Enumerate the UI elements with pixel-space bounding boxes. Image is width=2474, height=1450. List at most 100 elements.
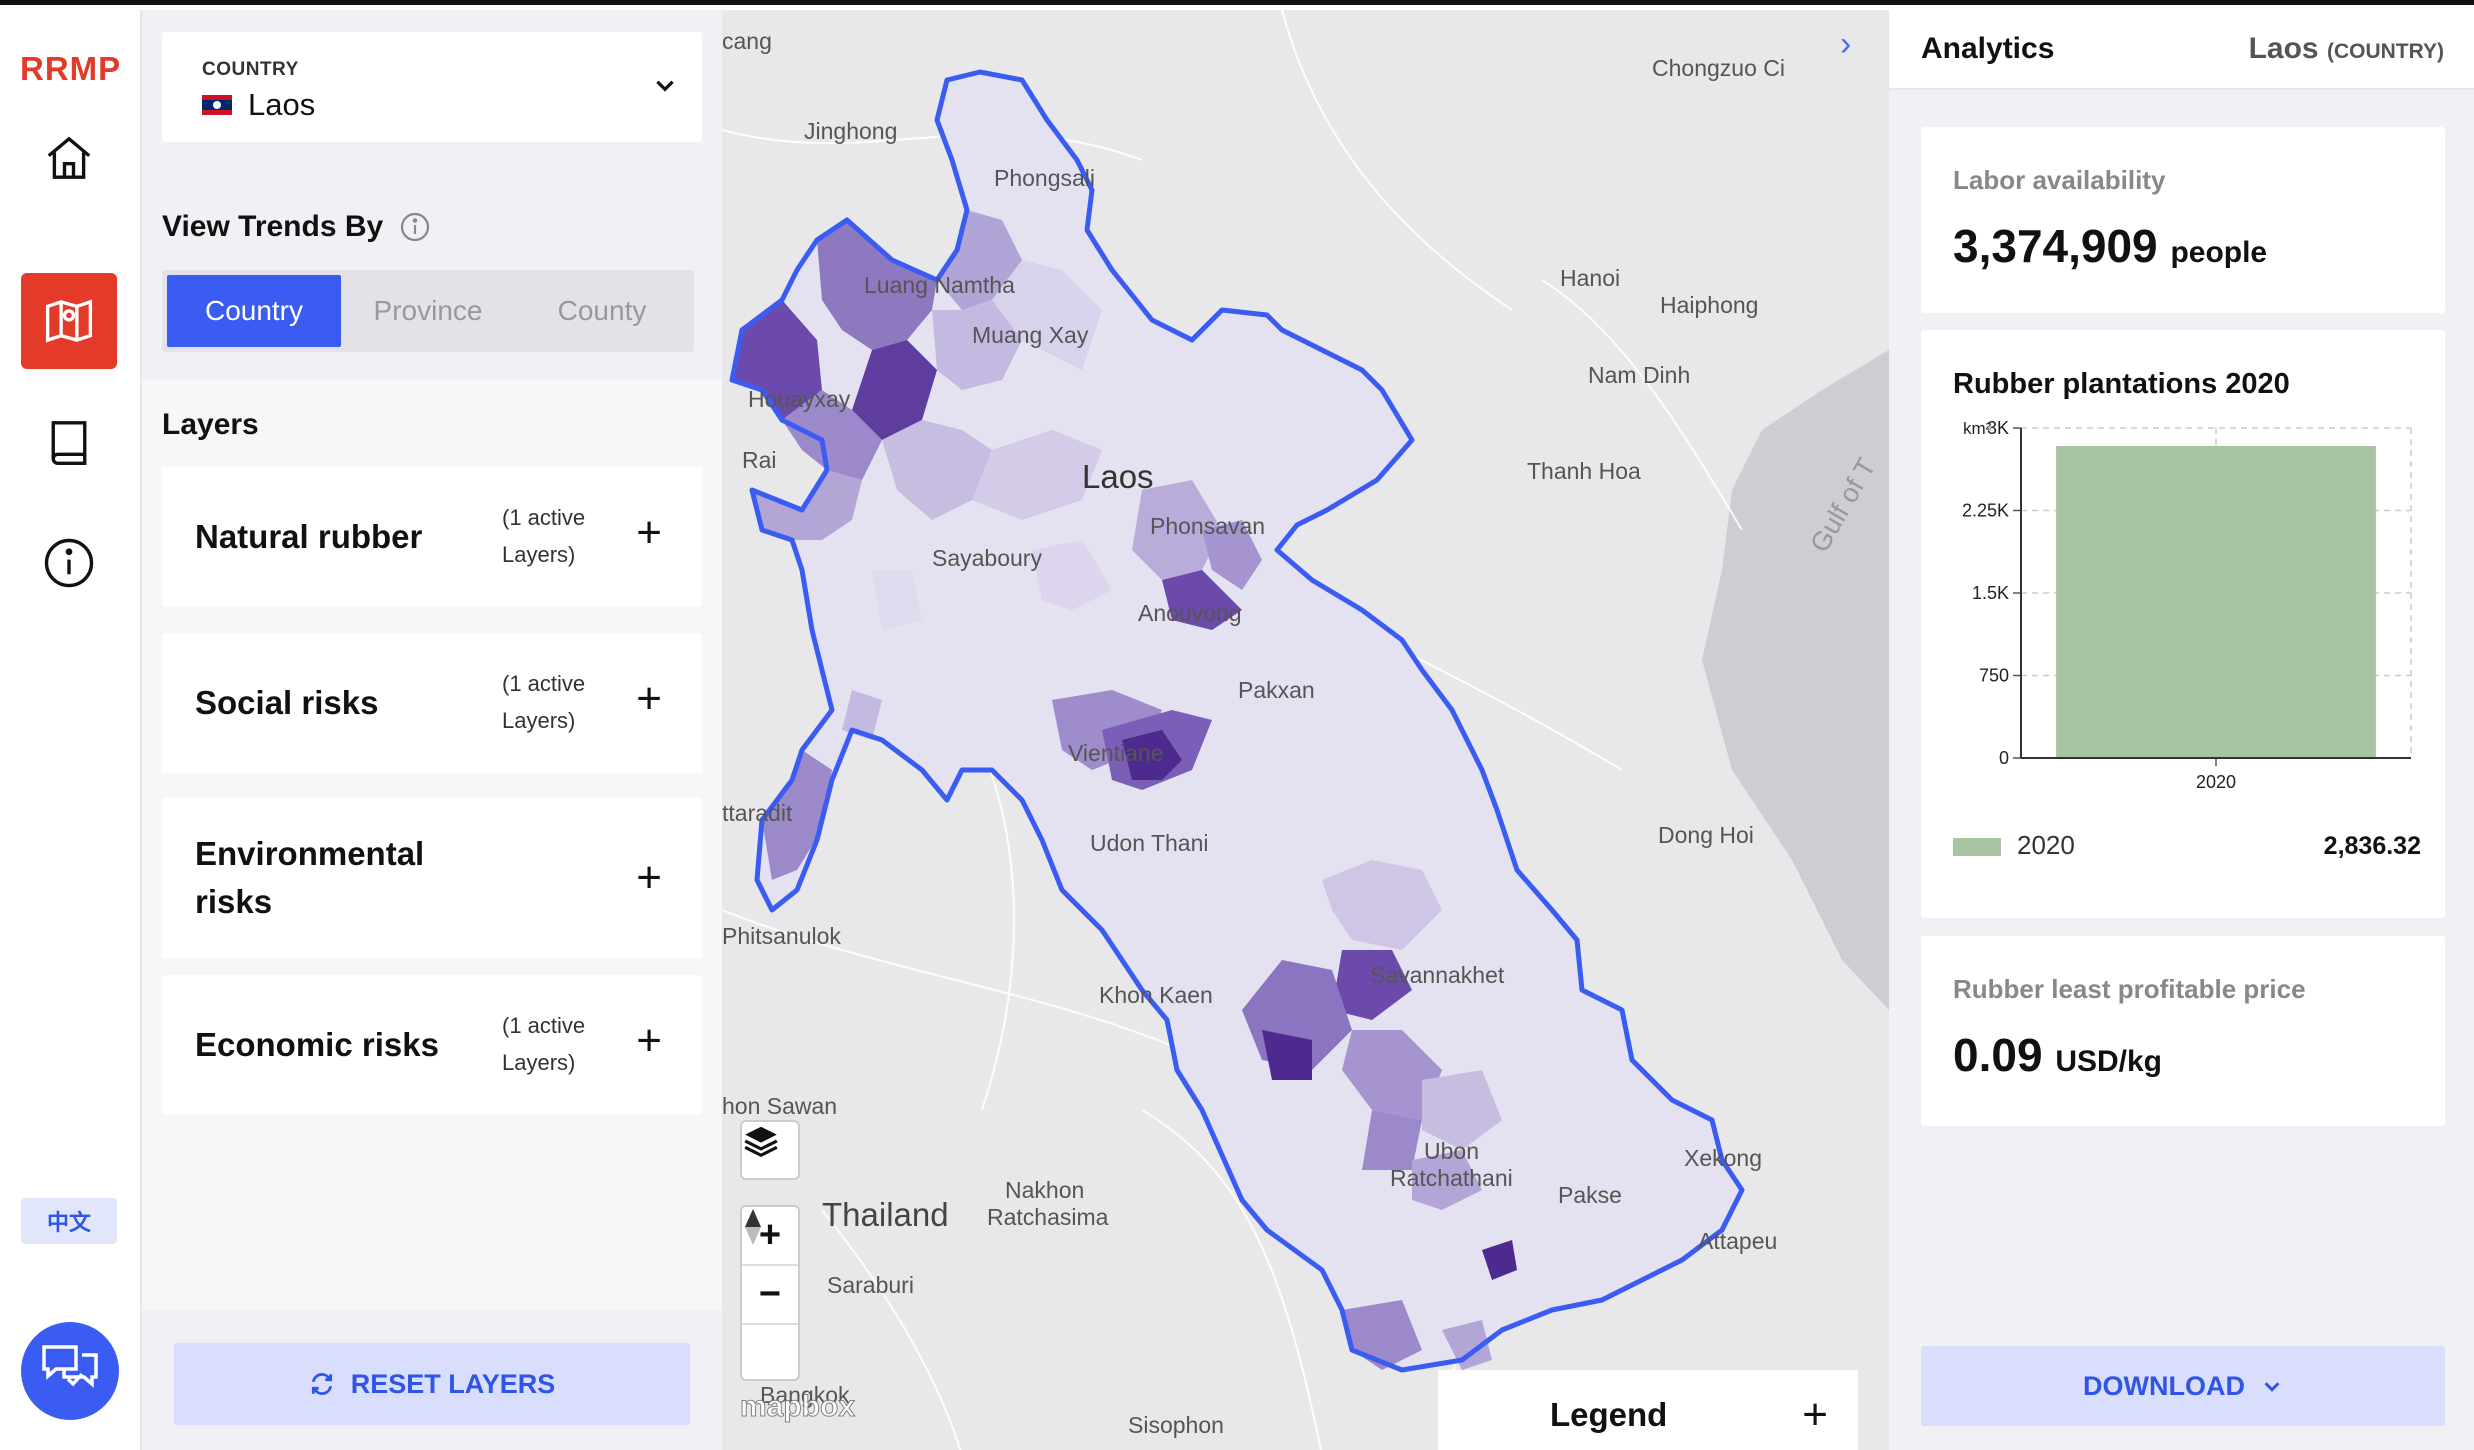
trend-option-province[interactable]: Province <box>373 295 483 326</box>
map-label: Ratchasima <box>987 1204 1109 1230</box>
y-tick-label: 0 <box>1999 748 2009 768</box>
y-tick-label: 1.5K <box>1972 583 2009 603</box>
labor-unit: people <box>2170 236 2268 269</box>
filter-panel: COUNTRY Laos View Trends By Country Prov… <box>142 10 722 1450</box>
map-label: Saraburi <box>827 1272 914 1298</box>
expand-plus-icon[interactable]: + <box>636 853 662 902</box>
layer-active-line1: (1 active <box>502 1013 586 1038</box>
labor-value: 3,374,909 <box>1953 220 2158 272</box>
country-selector-caption: COUNTRY <box>202 59 299 80</box>
expand-plus-icon[interactable]: + <box>636 508 662 557</box>
map-label: Luang Namtha <box>864 272 1015 298</box>
map-label: Attapeu <box>1698 1228 1778 1254</box>
trend-option-country[interactable]: Country <box>167 275 341 347</box>
view-trends-segmented-control: Country Province County <box>162 270 694 352</box>
map-label-country: Thailand <box>822 1196 949 1233</box>
map-view[interactable]: cang Jinghong Phongsali Luang Namtha Mua… <box>722 10 1889 1450</box>
layer-name: Environmental risks <box>195 830 424 926</box>
reset-layers-button[interactable]: RESET LAYERS <box>174 1343 690 1425</box>
choropleth-shading <box>732 210 1517 1370</box>
map-label: Anouvong <box>1138 600 1242 626</box>
country-name: Laos <box>248 87 316 122</box>
download-label: DOWNLOAD <box>2083 1370 2245 1401</box>
map-label: Hanoi <box>1560 265 1621 291</box>
info-circle-icon[interactable] <box>399 211 431 243</box>
map-label: Phonsavan <box>1150 513 1266 539</box>
map-label: Jinghong <box>804 118 898 144</box>
expand-plus-icon[interactable]: + <box>636 1016 662 1065</box>
chevron-down-icon[interactable] <box>652 72 678 98</box>
app-logo: RRMP <box>20 50 122 87</box>
layer-name: Economic risks <box>195 1026 439 1063</box>
map-layers-button[interactable] <box>742 1122 798 1178</box>
chat-icon <box>42 1345 98 1388</box>
country-selector[interactable]: COUNTRY Laos <box>162 32 702 142</box>
zoom-in-button[interactable]: + <box>758 1214 782 1256</box>
sea-area <box>1702 350 1889 1010</box>
layers-section: Layers Natural rubber (1 active Layers) … <box>142 380 722 1310</box>
map-label: Phongsali <box>994 165 1096 191</box>
map-label: Sisophon <box>1128 1412 1224 1438</box>
price-value: 0.09 <box>1953 1029 2043 1081</box>
zoom-out-button[interactable]: − <box>758 1273 782 1315</box>
nav-book-button[interactable] <box>21 395 117 491</box>
layer-card-social-risks[interactable]: Social risks (1 active Layers) + <box>162 633 702 773</box>
nav-map-button[interactable] <box>21 273 117 369</box>
refresh-icon <box>311 1373 332 1395</box>
map-label-country: Laos <box>1082 458 1154 495</box>
nav-info-button[interactable] <box>21 515 117 611</box>
location-type: (COUNTRY) <box>2326 40 2444 63</box>
analytics-title: Analytics <box>1921 32 2055 65</box>
layers-title: Layers <box>162 408 259 441</box>
layers-icon <box>744 1126 778 1158</box>
map-label: Vientiane <box>1068 740 1164 766</box>
analytics-header: Analytics Laos (COUNTRY) <box>1889 10 2474 90</box>
chevron-right-icon[interactable]: › <box>1840 25 1852 63</box>
trend-option-county[interactable]: County <box>557 295 647 326</box>
info-icon <box>44 538 94 588</box>
legend-label: 2020 <box>2017 830 2075 860</box>
layer-active-count: (1 active Layers) <box>502 665 585 739</box>
legend-swatch <box>1953 838 2001 856</box>
bar <box>2056 446 2376 758</box>
map-label: Rai <box>742 447 777 473</box>
price-label: Rubber least profitable price <box>1953 974 2306 1004</box>
nav-home-button[interactable] <box>21 110 117 206</box>
legend-panel[interactable]: Legend + <box>1438 1370 1858 1450</box>
layer-name: Natural rubber <box>195 518 423 555</box>
chat-button[interactable] <box>21 1322 119 1420</box>
country-selector-value: Laos <box>202 87 315 123</box>
price-value-line: 0.09 USD/kg <box>1953 1028 2162 1082</box>
language-toggle-button[interactable]: 中文 <box>21 1198 117 1244</box>
reset-layers-label: RESET LAYERS <box>350 1368 556 1399</box>
map-label: cang <box>722 28 772 54</box>
laos-border <box>729 69 1745 1373</box>
layer-active-line1: (1 active <box>502 505 586 530</box>
labor-value-line: 3,374,909 people <box>1953 219 2267 273</box>
nav-rail: RRMP 中文 <box>0 10 142 1450</box>
rubber-chart-card: Rubber plantations 2020 km² 0 750 1.5K 2.25K… <box>1921 330 2445 918</box>
view-trends-label: View Trends By <box>162 210 431 244</box>
map-label: Ratchathani <box>1390 1165 1513 1191</box>
analytics-panel: Analytics Laos (COUNTRY) Labor availabil… <box>1889 10 2474 1450</box>
map-label: Savannakhet <box>1370 962 1505 988</box>
layer-card-environmental-risks[interactable]: Environmental risks + <box>162 798 702 958</box>
chevron-down-icon <box>2264 1382 2280 1392</box>
map-canvas[interactable] <box>722 10 1889 1450</box>
layer-card-economic-risks[interactable]: Economic risks (1 active Layers) + <box>162 975 702 1115</box>
expand-plus-icon[interactable]: + <box>1802 1390 1828 1439</box>
book-icon <box>51 421 87 465</box>
map-label: Houayxay <box>748 386 851 412</box>
map-label: Ubon <box>1424 1138 1479 1164</box>
y-tick-label: 750 <box>1979 666 2009 686</box>
map-label: Xekong <box>1684 1145 1763 1171</box>
map-label: ttaradit <box>722 800 793 826</box>
layer-name-line2: risks <box>195 883 273 920</box>
expand-plus-icon[interactable]: + <box>636 674 662 723</box>
layer-card-natural-rubber[interactable]: Natural rubber (1 active Layers) + <box>162 467 702 607</box>
map-label: Udon Thani <box>1090 830 1209 856</box>
price-unit: USD/kg <box>2055 1045 2162 1078</box>
home-icon <box>47 136 91 179</box>
download-button[interactable]: DOWNLOAD <box>1921 1346 2445 1426</box>
layer-active-line1: (1 active <box>502 671 586 696</box>
